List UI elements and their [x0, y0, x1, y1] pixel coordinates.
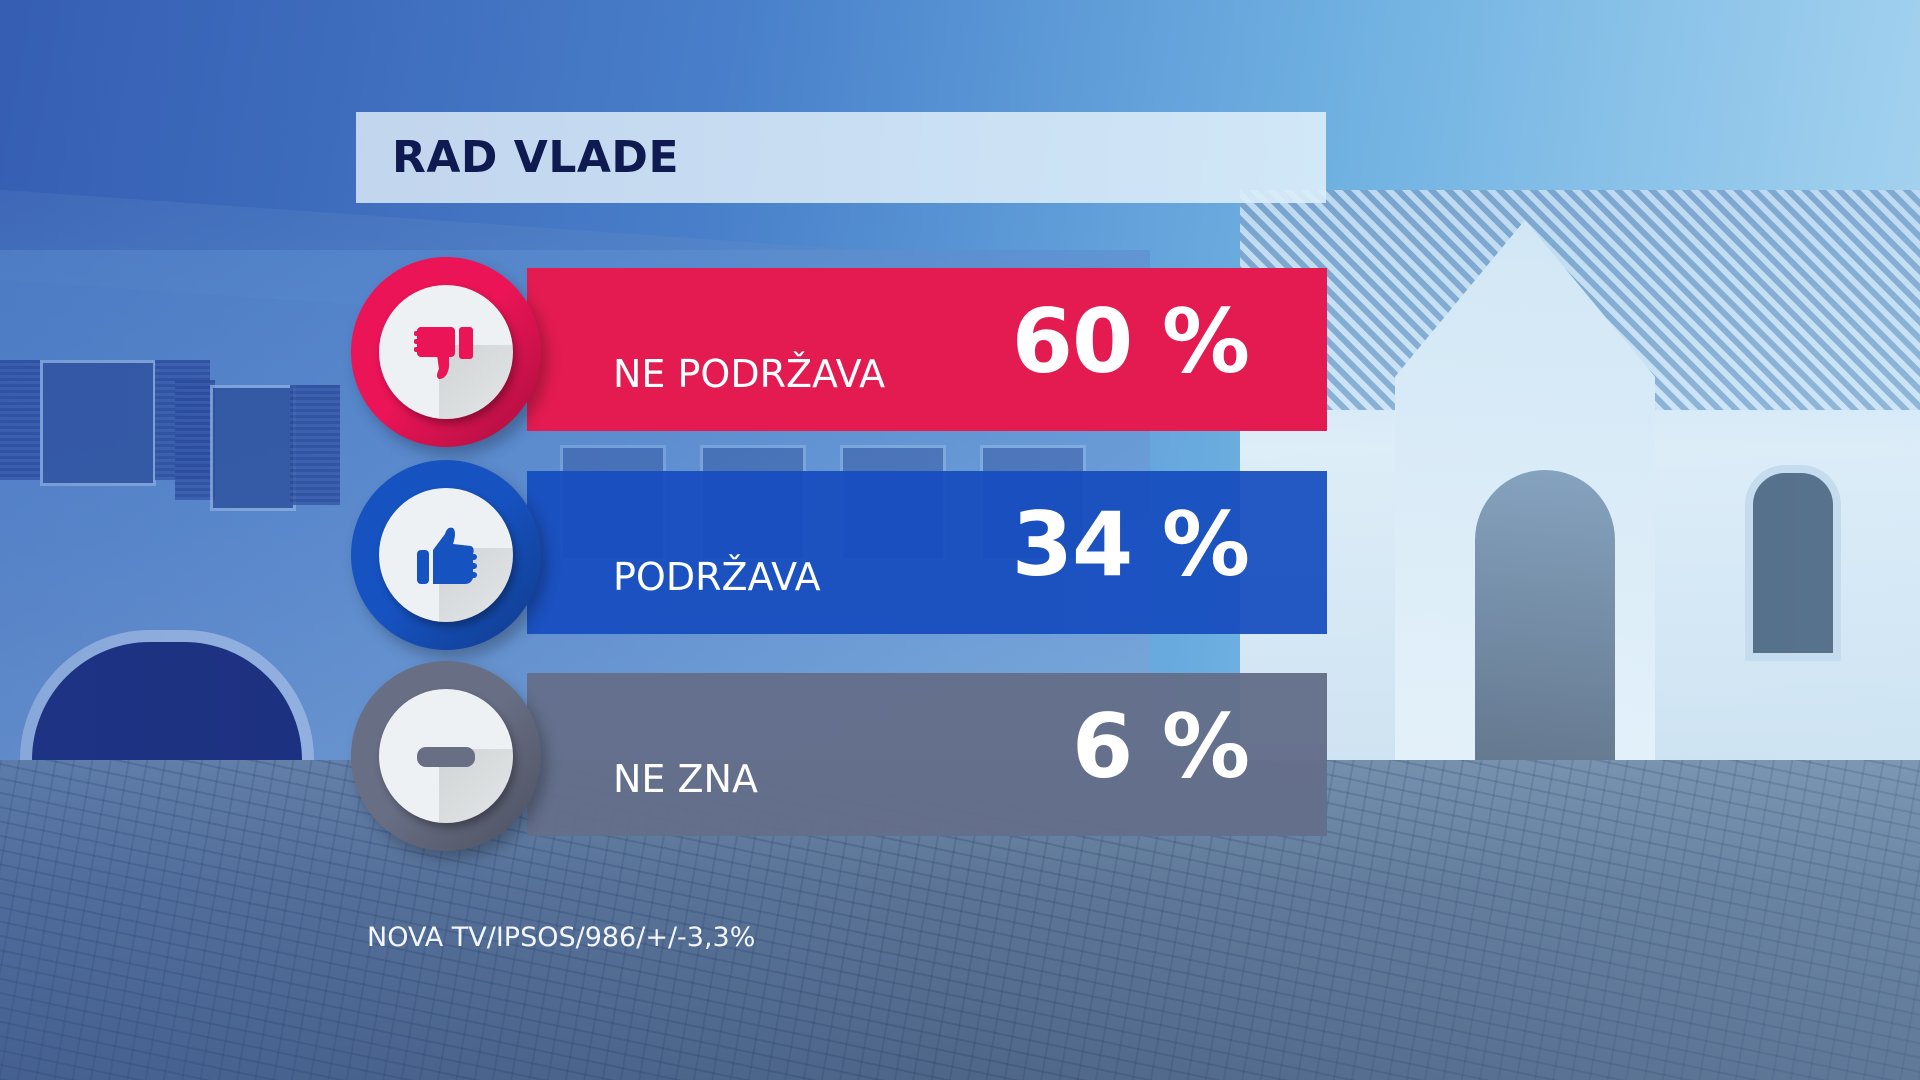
thumbs-down-badge	[351, 257, 541, 447]
minus-icon	[417, 747, 475, 767]
bar-podrzava: PODRŽAVA 34 %	[527, 471, 1327, 634]
shutter	[0, 360, 40, 480]
bar-label: NE ZNA	[613, 757, 758, 801]
minus-badge	[351, 661, 541, 851]
bar-ne-podrzava: NE PODRŽAVA 60 %	[527, 268, 1327, 431]
shutter	[290, 385, 340, 505]
title-box: RAD VLADE	[356, 112, 1326, 203]
bar-value: 6 %	[1071, 695, 1250, 798]
bar-value: 34 %	[1011, 493, 1250, 596]
window	[40, 360, 156, 486]
bar-ne-zna: NE ZNA 6 %	[527, 673, 1327, 836]
bar-label: PODRŽAVA	[613, 555, 821, 599]
thumbs-down-icon	[414, 327, 473, 379]
shutter	[175, 380, 215, 500]
bar-label: NE PODRŽAVA	[613, 352, 886, 396]
thumbs-up-badge	[351, 460, 541, 650]
thumbs-up-icon	[417, 527, 477, 584]
bar-value: 60 %	[1011, 290, 1250, 393]
church-portal	[1475, 470, 1615, 760]
source-footnote: NOVA TV/IPSOS/986/+/-3,3%	[367, 922, 756, 953]
church-window	[1745, 465, 1841, 661]
chart-title: RAD VLADE	[392, 132, 679, 183]
